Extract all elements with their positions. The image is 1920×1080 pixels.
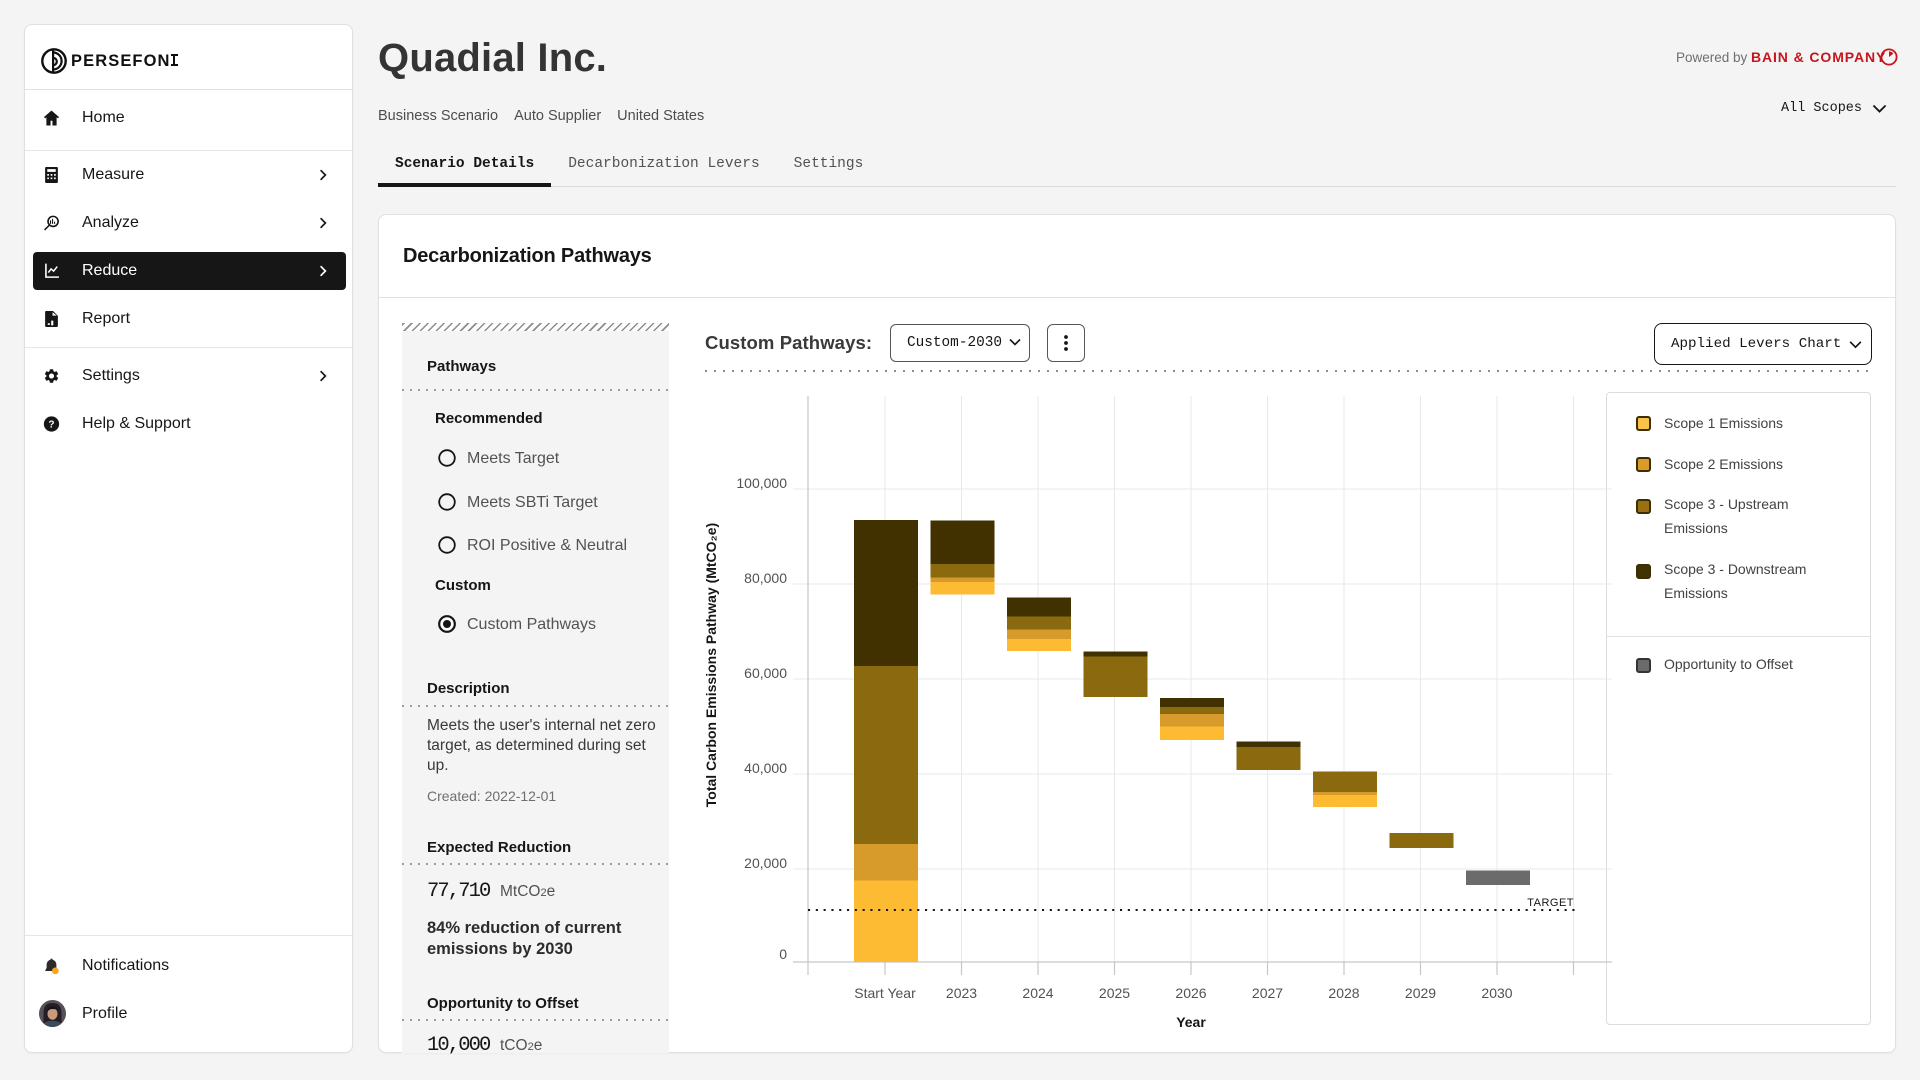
svg-text:2029: 2029 [1405, 985, 1436, 1001]
svg-text:2023: 2023 [946, 985, 977, 1001]
svg-text:20,000: 20,000 [744, 855, 787, 871]
svg-text:Total Carbon Emissions Pathway: Total Carbon Emissions Pathway (MtCO₂e) [703, 523, 719, 807]
svg-text:2028: 2028 [1328, 985, 1359, 1001]
svg-text:TARGET: TARGET [1527, 897, 1574, 909]
svg-text:Start Year: Start Year [854, 985, 916, 1001]
svg-text:2026: 2026 [1175, 985, 1206, 1001]
svg-text:40,000: 40,000 [744, 760, 787, 776]
svg-text:Year: Year [1176, 1014, 1206, 1030]
svg-text:80,000: 80,000 [744, 570, 787, 586]
svg-text:2024: 2024 [1022, 985, 1053, 1001]
svg-text:2027: 2027 [1252, 985, 1283, 1001]
svg-text:60,000: 60,000 [744, 665, 787, 681]
svg-text:2025: 2025 [1099, 985, 1130, 1001]
svg-text:2030: 2030 [1481, 985, 1512, 1001]
svg-text:0: 0 [779, 946, 787, 962]
svg-text:?: ? [48, 419, 54, 430]
svg-text:100,000: 100,000 [736, 475, 787, 491]
